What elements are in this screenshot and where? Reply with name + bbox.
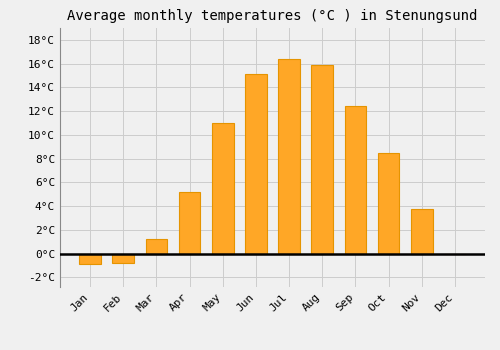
Bar [312, 65, 333, 254]
Bar [212, 123, 234, 254]
Bar [80, 254, 101, 265]
Bar [344, 106, 366, 254]
Bar [245, 74, 266, 254]
Bar [378, 153, 400, 254]
Bar [146, 239, 167, 254]
Bar [411, 209, 432, 254]
Bar [179, 192, 201, 254]
Title: Average monthly temperatures (°C ) in Stenungsund: Average monthly temperatures (°C ) in St… [68, 9, 478, 23]
Bar [112, 254, 134, 263]
Bar [278, 59, 300, 254]
